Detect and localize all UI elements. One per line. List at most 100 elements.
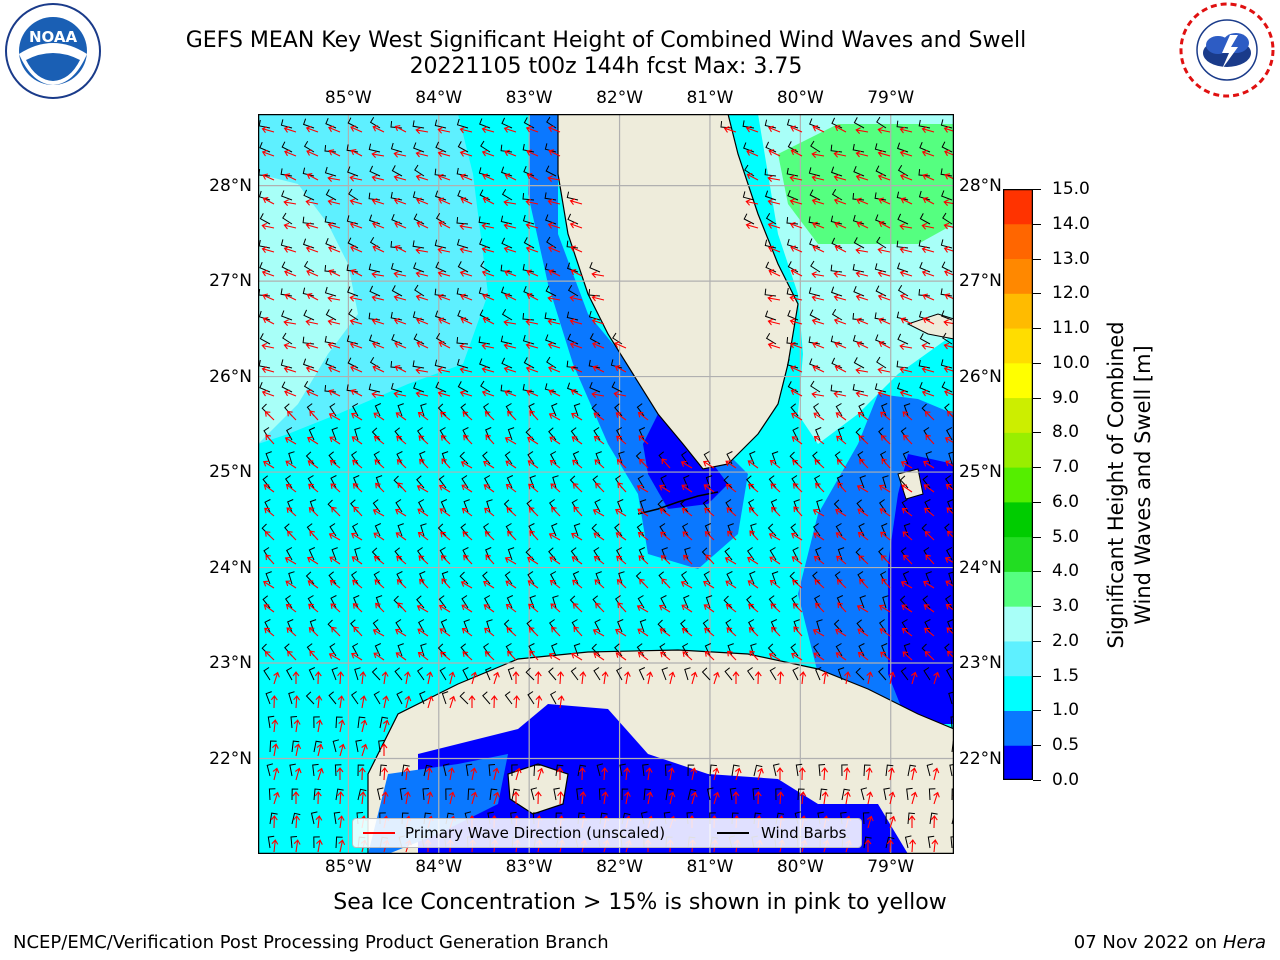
wave-arrow — [270, 815, 278, 829]
wave-arrow — [903, 554, 913, 565]
wave-arrow — [262, 317, 275, 325]
wind-barb — [488, 764, 496, 777]
wave-arrow — [548, 245, 561, 253]
wind-barb — [483, 403, 491, 417]
wind-barb — [812, 571, 821, 585]
wind-barb — [841, 788, 851, 801]
wind-barb — [291, 788, 299, 801]
wind-barb — [702, 499, 711, 513]
wind-barb — [441, 451, 449, 465]
colorbar-segment — [1003, 432, 1033, 468]
wave-arrow — [349, 341, 363, 349]
wave-arrow — [459, 270, 473, 277]
wave-arrow — [440, 411, 451, 421]
wave-arrow — [262, 293, 275, 301]
wave-arrow — [659, 484, 671, 493]
wave-arrow — [404, 671, 411, 685]
wave-arrow — [329, 580, 341, 589]
wind-barb — [439, 547, 447, 561]
wave-arrow — [284, 389, 297, 397]
wave-arrow — [811, 391, 825, 398]
lon-label: 82°W — [596, 857, 644, 877]
wind-barb — [523, 286, 535, 297]
wave-arrow — [372, 245, 385, 253]
colorbar-tick-label: 0.5 — [1052, 735, 1080, 756]
wave-arrow — [514, 767, 522, 781]
wind-barb — [885, 764, 894, 777]
wave-arrow — [439, 508, 451, 517]
wind-barb — [396, 691, 403, 705]
wave-arrow — [877, 366, 891, 374]
wave-arrow — [901, 484, 913, 493]
wave-arrow — [534, 791, 542, 805]
wave-arrow — [812, 341, 825, 349]
wave-arrow — [947, 410, 954, 419]
wind-barb — [874, 312, 887, 321]
wave-arrow — [768, 125, 781, 133]
wind-barb — [753, 764, 763, 777]
wave-arrow — [396, 435, 407, 445]
wave-arrow — [270, 695, 278, 709]
wind-barb — [883, 787, 890, 801]
wind-barb — [331, 667, 338, 681]
wind-barb — [522, 263, 535, 273]
wind-barb — [637, 475, 645, 489]
wave-arrow — [329, 556, 341, 565]
wind-barb — [373, 571, 381, 585]
wave-arrow — [349, 198, 363, 206]
wave-arrow — [858, 435, 869, 445]
wave-arrow — [460, 460, 473, 469]
colorbar-tick — [1033, 293, 1041, 295]
wave-arrow — [395, 628, 407, 637]
wave-arrow — [834, 125, 847, 133]
wave-arrow — [792, 579, 803, 589]
wave-arrow — [645, 767, 653, 781]
wind-barb — [523, 166, 535, 177]
wind-barb — [793, 499, 800, 513]
wave-arrow — [305, 222, 319, 230]
wave-arrow — [813, 436, 825, 445]
wind-barb — [419, 451, 426, 465]
wave-arrow — [909, 839, 917, 853]
wave-arrow — [338, 719, 346, 733]
wind-barb — [929, 812, 938, 825]
wave-arrow — [417, 652, 429, 661]
wind-barb — [830, 335, 843, 345]
colorbar-tick-label: 7.0 — [1052, 457, 1080, 478]
wave-arrow — [547, 342, 561, 349]
wave-arrow — [835, 508, 847, 517]
wind-barb — [876, 116, 887, 129]
wind-barb — [746, 475, 755, 489]
wave-arrow — [327, 295, 341, 302]
wave-arrow — [947, 530, 954, 539]
wind-barb — [814, 595, 821, 609]
wave-arrow — [623, 767, 631, 781]
wave-arrow — [337, 695, 345, 709]
lat-label: 23°N — [959, 653, 1002, 674]
wave-arrow — [844, 791, 851, 805]
wind-barb — [478, 167, 491, 177]
wind-barb — [818, 764, 826, 777]
wind-barb — [786, 217, 799, 225]
wave-arrow — [350, 365, 363, 373]
lat-label: 28°N — [209, 175, 252, 196]
footer-credit: NCEP/EMC/Verification Post Processing Pr… — [13, 932, 609, 953]
wave-arrow — [462, 651, 473, 661]
wave-arrow — [790, 149, 803, 157]
wave-arrow — [307, 436, 319, 445]
wind-barb — [593, 667, 601, 681]
wind-barb — [351, 691, 359, 705]
legend-wave-label: Primary Wave Direction (unscaled) — [405, 824, 666, 842]
wave-arrow — [593, 556, 605, 565]
wave-arrow — [287, 650, 297, 661]
wave-arrow — [528, 483, 539, 493]
wind-barb — [553, 787, 560, 801]
wave-arrow — [306, 173, 319, 181]
wave-arrow — [461, 604, 473, 613]
wave-arrow — [371, 294, 385, 302]
wave-arrow — [261, 366, 275, 374]
colorbar-segment — [1003, 606, 1033, 642]
wave-arrow — [493, 671, 500, 685]
wave-arrow — [601, 671, 609, 685]
wave-arrow — [899, 246, 913, 254]
